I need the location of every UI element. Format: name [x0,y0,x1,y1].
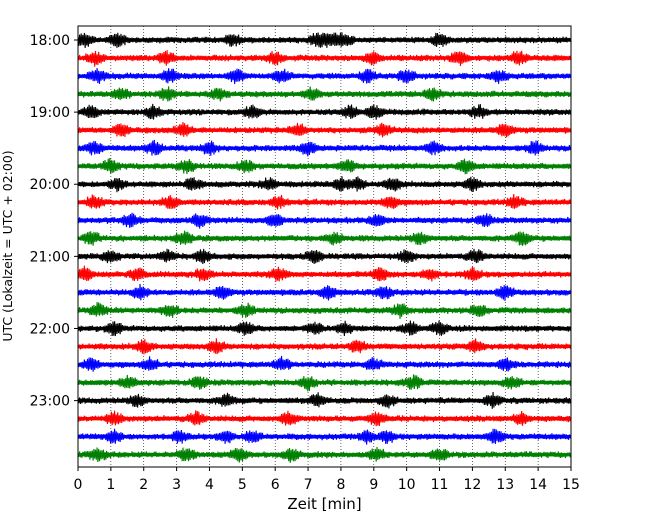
y-tick-label: 23:00 [30,394,70,410]
x-axis-ticks: 0 1 2 3 4 5 6 7 8 9 10 11 12 13 14 15 [74,467,580,493]
x-tick-label: 1 [106,477,115,493]
x-tick-label: 0 [74,477,83,493]
x-tick-label: 2 [139,477,148,493]
x-tick-label: 4 [205,477,214,493]
x-tick-label: 5 [238,477,247,493]
y-tick-label: 22:00 [30,321,70,337]
x-tick-label: 8 [336,477,345,493]
y-axis-label: UTC (Lokalzeit = UTC + 02:00) [0,150,15,341]
y-tick-label: 20:00 [30,177,70,193]
x-tick-label: 6 [271,477,280,493]
trace-1815 [77,50,572,67]
y-axis-ticks: 18:00 19:00 20:00 21:00 22:00 23:00 [30,33,78,410]
x-axis-label: Zeit [min] [287,495,361,513]
x-tick-label: 10 [398,477,416,493]
x-tick-label: 3 [172,477,181,493]
x-tick-label: 11 [431,477,449,493]
x-tick-label: 13 [496,477,514,493]
y-tick-label: 21:00 [30,249,70,265]
x-tick-label: 15 [562,477,580,493]
y-tick-label: 19:00 [30,105,70,121]
x-tick-label: 12 [463,477,481,493]
x-tick-label: 14 [529,477,547,493]
x-tick-label: 7 [304,477,313,493]
plot-frame [77,25,572,468]
seismogram-traces [77,32,572,463]
y-tick-label: 18:00 [30,33,70,49]
x-tick-label: 9 [369,477,378,493]
